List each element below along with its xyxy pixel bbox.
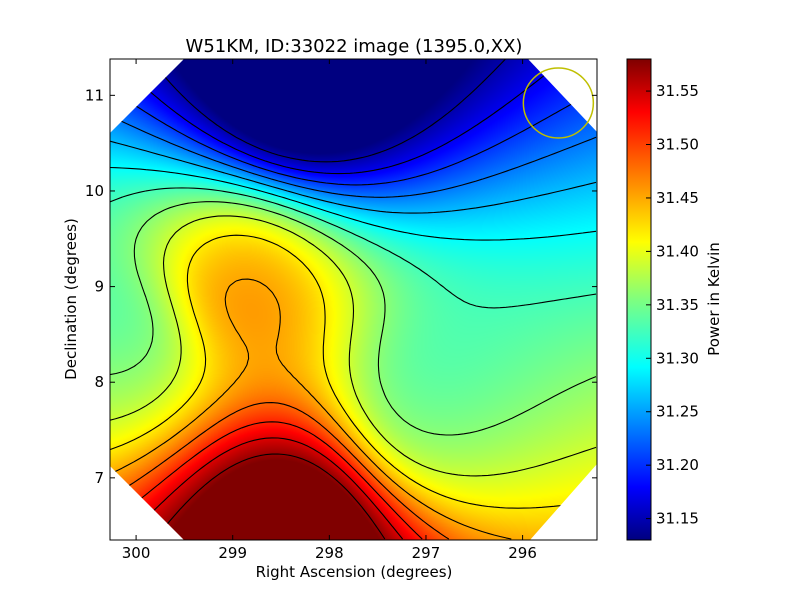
colorbar-label: Power in Kelvin [705,242,723,356]
x-axis-ticks: 300 299 298 297 296 [122,59,537,562]
x-tick-label: 297 [412,544,441,562]
y-tick-label: 10 [85,182,104,200]
y-tick-label: 8 [94,373,104,391]
colorbar [627,59,651,540]
x-tick-label: 299 [218,544,247,562]
colorbar-tick-label: 31.25 [656,403,699,421]
y-tick-label: 11 [85,86,104,104]
colorbar-tick-label: 31.20 [656,456,699,474]
colorbar-tick-label: 31.15 [656,510,699,528]
y-tick-label: 7 [94,469,104,487]
colorbar-tick-label: 31.50 [656,136,699,154]
colorbar-tick-label: 31.55 [656,82,699,100]
chart-title: W51KM, ID:33022 image (1395.0,XX) [186,36,523,57]
colorbar-ticks: 31.15 31.20 31.25 31.30 31.35 31.40 31.45 31.50… [646,82,699,528]
contour-level-8 [110,215,597,477]
contour-level-10 [110,278,512,540]
colorbar-tick-label: 31.30 [656,349,699,367]
x-axis-label: Right Ascension (degrees) [256,563,453,581]
colorbar-tick-label: 31.35 [656,296,699,314]
x-tick-label: 300 [122,544,151,562]
y-tick-label: 9 [94,278,104,296]
colorbar-tick-label: 31.40 [656,242,699,260]
y-axis-ticks: 7 8 9 10 11 [85,86,597,487]
x-tick-label: 298 [315,544,344,562]
contour-level-4 [110,140,597,214]
contour-level-14 [154,453,386,540]
contour-level-6 [110,187,597,309]
colorbar-frame [626,58,652,541]
y-axis-label: Declination (degrees) [62,218,80,380]
colorbar-tick-label: 31.45 [656,189,699,207]
contour-level-11 [110,402,450,540]
contour-level-7 [110,201,597,436]
x-tick-label: 296 [508,544,537,562]
contour-level-9 [110,234,597,509]
contour-level-5 [110,166,597,241]
plot-frame [109,58,598,541]
beam-circle-marker [522,67,595,139]
